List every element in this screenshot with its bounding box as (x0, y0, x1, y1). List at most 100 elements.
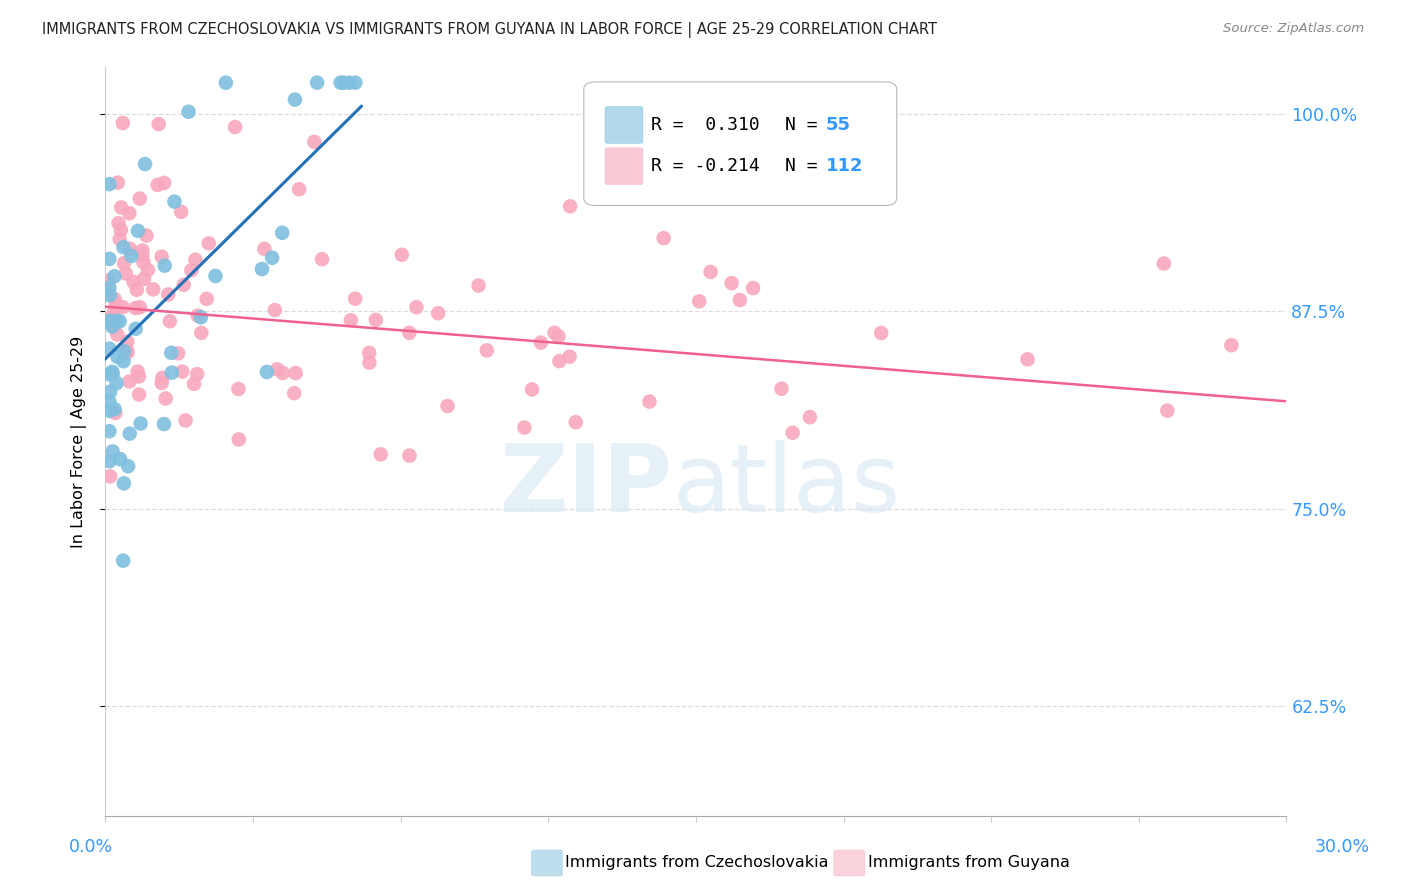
Point (870, 326, 893, 340)
Point (129, 301, 152, 315)
Point (107, 350, 129, 364)
Point (135, 228, 157, 243)
Point (122, 275, 145, 289)
Point (127, 365, 149, 379)
Point (104, 402, 127, 417)
Point (112, 354, 135, 368)
Point (195, 292, 218, 306)
Point (150, 376, 173, 390)
Point (548, 354, 571, 368)
Point (190, 310, 212, 325)
Point (177, 104, 200, 119)
Text: 112: 112 (825, 157, 863, 175)
Point (101, 367, 124, 381)
Text: ZIP: ZIP (499, 441, 672, 533)
Point (110, 201, 132, 215)
Point (112, 256, 135, 270)
Point (160, 366, 183, 380)
Point (359, 356, 381, 370)
Point (284, 93, 307, 107)
Point (228, 433, 250, 447)
Point (391, 248, 413, 262)
Point (132, 255, 155, 269)
Point (183, 376, 205, 391)
Point (467, 278, 489, 293)
Point (427, 306, 450, 320)
Point (1156, 403, 1178, 417)
Y-axis label: In Labor Force | Age 25-29: In Labor Force | Age 25-29 (72, 335, 87, 548)
Point (108, 232, 131, 246)
Point (782, 425, 804, 440)
Point (155, 392, 177, 406)
Point (699, 265, 721, 279)
Text: 55: 55 (825, 116, 851, 134)
Point (98, 273, 121, 287)
Point (153, 417, 176, 431)
Point (167, 346, 190, 360)
Point (520, 383, 543, 397)
Point (304, 135, 326, 149)
Point (118, 242, 141, 256)
Point (112, 344, 135, 359)
Point (112, 554, 135, 568)
Point (307, 76, 329, 90)
Point (98, 384, 121, 399)
Point (117, 334, 139, 349)
Point (186, 367, 208, 381)
Point (339, 76, 361, 90)
Point (370, 447, 392, 461)
Point (128, 387, 150, 401)
Point (1153, 256, 1175, 270)
Point (174, 413, 197, 427)
Point (134, 157, 156, 171)
Point (513, 420, 536, 434)
Text: 0.0%: 0.0% (69, 838, 114, 855)
Point (271, 366, 294, 380)
Text: R =  0.310: R = 0.310 (651, 116, 759, 134)
Point (105, 376, 128, 391)
Point (110, 223, 132, 237)
Point (288, 182, 311, 196)
Point (1220, 338, 1243, 352)
Point (101, 444, 124, 458)
Point (118, 206, 141, 220)
Point (98, 178, 121, 192)
Point (262, 251, 284, 265)
Point (101, 365, 124, 379)
Point (148, 117, 170, 131)
Point (558, 350, 581, 364)
Point (332, 76, 354, 90)
Point (98, 314, 121, 328)
Point (112, 476, 135, 491)
Point (263, 303, 285, 318)
Point (405, 300, 427, 314)
Point (359, 346, 381, 360)
Point (117, 345, 139, 359)
Point (132, 272, 155, 286)
Point (204, 268, 226, 283)
Point (104, 314, 127, 328)
Point (105, 327, 128, 342)
Point (266, 362, 288, 376)
Point (118, 375, 141, 389)
Point (142, 282, 165, 296)
Point (111, 300, 134, 314)
Text: N =: N = (785, 157, 828, 175)
Point (558, 199, 581, 213)
Point (98, 469, 121, 483)
Text: Immigrants from Czechoslovakia: Immigrants from Czechoslovakia (565, 855, 828, 870)
Point (344, 292, 367, 306)
Point (127, 224, 149, 238)
FancyBboxPatch shape (605, 107, 643, 144)
Point (688, 294, 710, 309)
Point (131, 248, 153, 262)
Point (107, 216, 129, 230)
Point (103, 269, 125, 284)
Point (98, 314, 121, 328)
Text: IMMIGRANTS FROM CZECHOSLOVAKIA VS IMMIGRANTS FROM GUYANA IN LABOR FORCE | AGE 25: IMMIGRANTS FROM CZECHOSLOVAKIA VS IMMIGR… (42, 22, 938, 38)
Point (98, 252, 121, 266)
Point (104, 406, 127, 420)
Point (344, 76, 367, 90)
Point (720, 276, 742, 290)
Point (284, 366, 307, 380)
